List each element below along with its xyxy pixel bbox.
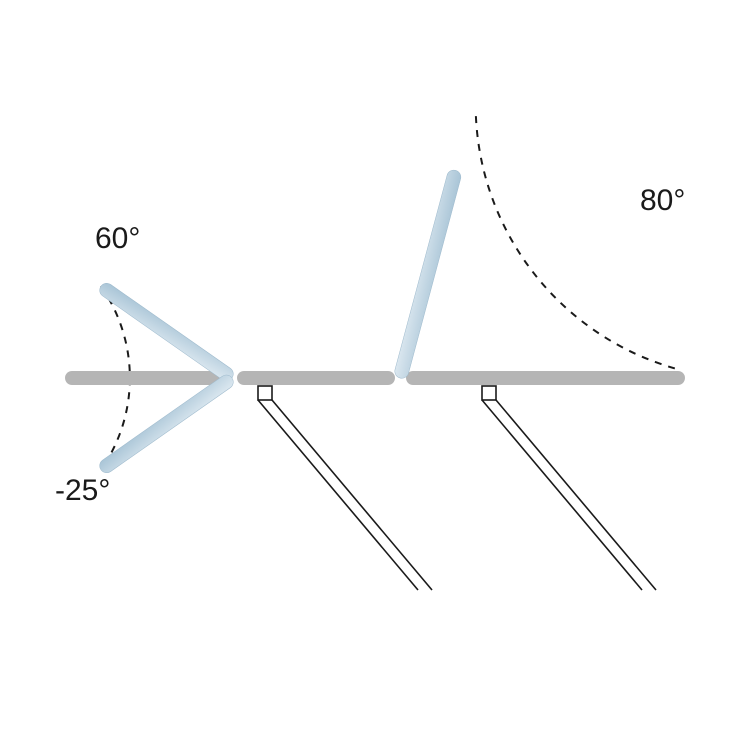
leg-front-bar-a [258,400,418,590]
leg-rear-bar-b [496,400,656,590]
head-up [97,280,236,383]
label-80: 80° [640,184,685,217]
head-down [97,372,236,475]
label-60: 60° [95,222,140,255]
leg-front-bar-b [272,400,432,590]
seat-flat [237,371,395,385]
head-flat [65,371,228,385]
label-neg25: -25° [55,474,110,507]
leg-rear-bar-a [482,400,642,590]
angle-diagram: 60° -25° 80° [0,0,750,750]
foot-flat [406,371,685,385]
leg-rear-joint [482,386,496,400]
leg-front-joint [258,386,272,400]
back-arc [476,114,675,369]
back-up [393,169,462,380]
